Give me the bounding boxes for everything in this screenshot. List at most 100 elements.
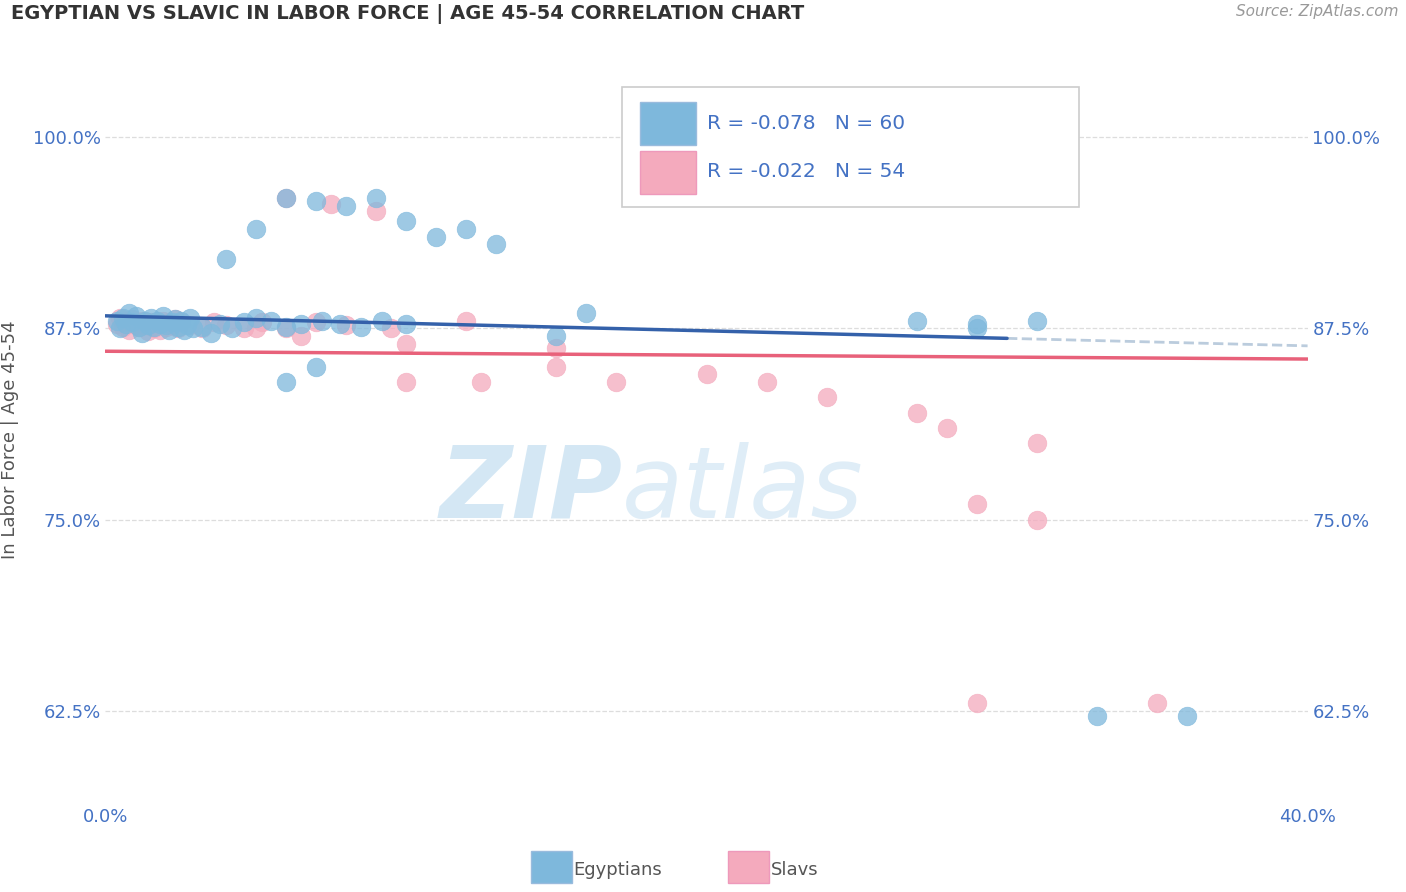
- Point: [371, 314, 394, 328]
- Point: [160, 318, 183, 333]
- Text: Source: ZipAtlas.com: Source: ZipAtlas.com: [1236, 4, 1399, 20]
- Text: EGYPTIAN VS SLAVIC IN LABOR FORCE | AGE 45-54 CORRELATION CHART: EGYPTIAN VS SLAVIC IN LABOR FORCE | AGE …: [11, 4, 804, 24]
- Point: [335, 318, 357, 333]
- Point: [245, 222, 267, 236]
- Point: [190, 319, 212, 334]
- Point: [115, 317, 138, 331]
- Point: [121, 312, 143, 326]
- Point: [214, 318, 236, 333]
- Point: [142, 321, 165, 335]
- Point: [311, 314, 333, 328]
- Point: [142, 319, 165, 334]
- Text: Slavs: Slavs: [770, 861, 818, 879]
- Point: [1026, 314, 1049, 328]
- Point: [305, 359, 328, 374]
- Point: [274, 375, 297, 389]
- Point: [454, 314, 477, 328]
- Point: [250, 315, 273, 329]
- Point: [470, 375, 492, 389]
- Point: [1026, 436, 1049, 450]
- Point: [179, 310, 201, 325]
- Point: [155, 318, 177, 333]
- Point: [115, 314, 138, 328]
- Point: [208, 317, 231, 331]
- Point: [232, 315, 254, 329]
- Point: [395, 375, 418, 389]
- Point: [815, 390, 838, 404]
- Point: [335, 199, 357, 213]
- Text: atlas: atlas: [623, 442, 865, 539]
- Point: [110, 321, 132, 335]
- Point: [290, 329, 312, 343]
- Point: [232, 321, 254, 335]
- Point: [118, 323, 141, 337]
- Point: [107, 314, 129, 328]
- Text: R = -0.078   N = 60: R = -0.078 N = 60: [707, 114, 904, 133]
- Point: [319, 197, 342, 211]
- Point: [179, 318, 201, 333]
- Point: [1026, 513, 1049, 527]
- Point: [350, 319, 373, 334]
- Point: [305, 315, 328, 329]
- Point: [966, 321, 988, 335]
- Text: Egyptians: Egyptians: [574, 861, 662, 879]
- Point: [118, 306, 141, 320]
- Point: [112, 310, 135, 325]
- Point: [966, 497, 988, 511]
- Point: [546, 359, 568, 374]
- Point: [290, 317, 312, 331]
- Point: [274, 191, 297, 205]
- Point: [966, 696, 988, 710]
- Point: [245, 310, 267, 325]
- Point: [124, 309, 146, 323]
- Point: [329, 317, 352, 331]
- Point: [163, 312, 186, 326]
- Point: [157, 315, 180, 329]
- Point: [163, 312, 186, 326]
- Point: [755, 375, 778, 389]
- Point: [245, 321, 267, 335]
- Point: [696, 368, 718, 382]
- Point: [173, 323, 195, 337]
- Point: [546, 329, 568, 343]
- Point: [905, 314, 928, 328]
- Point: [575, 306, 598, 320]
- Point: [131, 314, 153, 328]
- Point: [148, 317, 170, 331]
- Point: [134, 314, 156, 328]
- Point: [152, 314, 174, 328]
- Point: [131, 326, 153, 340]
- Point: [155, 319, 177, 334]
- Point: [380, 321, 402, 335]
- Point: [1175, 708, 1198, 723]
- Point: [905, 405, 928, 419]
- Point: [395, 214, 418, 228]
- Point: [395, 317, 418, 331]
- Point: [166, 321, 188, 335]
- Point: [176, 318, 198, 333]
- FancyBboxPatch shape: [623, 87, 1080, 207]
- Point: [274, 319, 297, 334]
- Point: [364, 203, 387, 218]
- Point: [1146, 696, 1168, 710]
- Point: [110, 310, 132, 325]
- Point: [936, 421, 959, 435]
- Point: [364, 191, 387, 205]
- Y-axis label: In Labor Force | Age 45-54: In Labor Force | Age 45-54: [0, 320, 18, 558]
- Point: [454, 222, 477, 236]
- Point: [128, 319, 150, 334]
- Point: [200, 326, 222, 340]
- Point: [169, 314, 191, 328]
- Point: [966, 317, 988, 331]
- Point: [425, 229, 447, 244]
- Point: [546, 341, 568, 355]
- Point: [134, 318, 156, 333]
- Point: [112, 319, 135, 334]
- Point: [121, 315, 143, 329]
- Point: [136, 318, 159, 333]
- Point: [160, 315, 183, 329]
- Point: [169, 315, 191, 329]
- Point: [145, 317, 167, 331]
- Point: [221, 321, 243, 335]
- Point: [152, 309, 174, 323]
